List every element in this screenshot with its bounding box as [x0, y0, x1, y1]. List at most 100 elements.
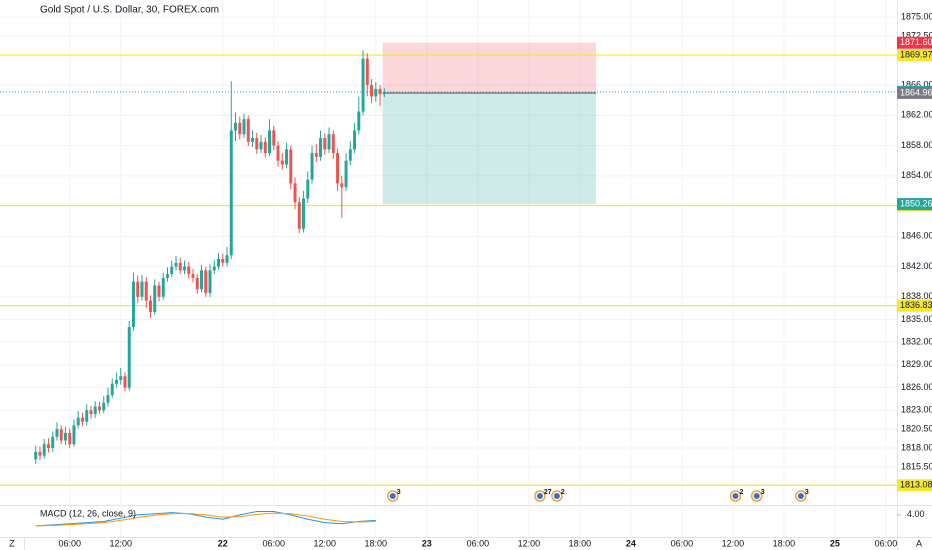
target-zone — [382, 92, 597, 205]
y-tick-label: 1842.00 — [901, 261, 932, 271]
candle-body — [340, 183, 344, 188]
candle-body — [234, 122, 238, 131]
candle-body — [259, 141, 263, 150]
y-tick-label: 1862.00 — [901, 110, 932, 120]
x-tick-label: 12:00 — [518, 538, 541, 548]
y-tick-label: 1832.00 — [901, 337, 932, 347]
y-tick-label: 1846.00 — [901, 231, 932, 241]
candle-body — [46, 444, 50, 449]
y-tick-label: 1838.00 — [901, 291, 932, 301]
candle-body — [255, 138, 259, 150]
corner-right[interactable]: A — [916, 538, 922, 548]
event-flag — [536, 493, 543, 499]
x-tick-label: 06:00 — [263, 538, 286, 548]
macd-line — [35, 512, 376, 527]
candle-body — [34, 451, 38, 460]
candle-body — [149, 300, 152, 312]
y-tick-label: 1835.00 — [901, 314, 932, 324]
candle-body — [323, 138, 327, 150]
candle-body — [327, 134, 331, 150]
y-tick-label: 1875.00 — [901, 11, 932, 21]
y-tick-label: 1826.00 — [901, 382, 932, 392]
y-tick-label: 1872.50 — [901, 30, 932, 40]
candle-body — [166, 274, 169, 278]
event-flag — [753, 493, 760, 499]
candle-body — [212, 266, 216, 271]
candle-body — [285, 149, 289, 165]
candle-body — [293, 183, 297, 203]
candle-body — [187, 266, 191, 275]
candle-body — [85, 410, 89, 422]
candle-body — [238, 122, 242, 135]
candle-body — [370, 85, 374, 97]
candle-body — [51, 436, 55, 449]
x-tick-label: 06:00 — [58, 538, 81, 548]
candle-body — [353, 130, 357, 150]
chart-title: Gold Spot / U.S. Dollar, 30, FOREX.com — [40, 5, 219, 16]
price-badge — [897, 49, 932, 62]
price-badge — [897, 86, 932, 99]
price-badge — [897, 479, 932, 492]
candle-body — [268, 130, 272, 154]
y-tick-label: 1820.50 — [901, 424, 932, 434]
event-label: 27 — [544, 489, 552, 496]
axis: 06:00 12:00 22 06:00 12:00 18:00 23 06:00 12:00 1… — [58, 11, 932, 548]
y-tick-label: 1854.00 — [901, 170, 932, 180]
x-tick-label: 18:00 — [773, 538, 796, 548]
price-badge — [897, 36, 932, 49]
x-tick-label: 06:00 — [467, 538, 490, 548]
x-tick-label: 25 — [830, 538, 840, 548]
candle-body — [89, 410, 93, 415]
candle-body — [183, 266, 186, 271]
candle-body — [68, 432, 72, 445]
x-tick-label: 12:00 — [722, 538, 745, 548]
candle-body — [161, 277, 165, 297]
candle-body — [110, 383, 114, 396]
event-label: 2 — [561, 489, 565, 496]
event-flag — [553, 493, 560, 499]
candle-body — [119, 376, 123, 380]
candle-body — [221, 259, 225, 263]
candle-body — [178, 262, 182, 271]
candle-body — [378, 88, 382, 95]
stop-zone — [382, 42, 597, 93]
candle-body — [272, 130, 276, 146]
x-tick-label: 18:00 — [365, 538, 388, 548]
candle-body — [140, 281, 144, 297]
candle-body — [136, 281, 140, 297]
event-label: 3 — [805, 489, 809, 496]
event-flag — [732, 493, 739, 499]
candle-body — [289, 149, 293, 184]
candle-body — [42, 444, 46, 456]
x-tick-label: 06:00 — [671, 538, 694, 548]
candle-body — [157, 285, 161, 297]
candle-body — [314, 153, 318, 157]
x-tick-label: 12:00 — [314, 538, 337, 548]
price-badge-label: 1813.08 — [900, 480, 932, 490]
event-label: 3 — [397, 489, 401, 496]
event-label: 3 — [761, 489, 765, 496]
candle-body — [344, 160, 348, 188]
event-flag — [389, 493, 396, 499]
corner-left[interactable]: Z — [9, 538, 15, 548]
x-tick-label: 22 — [218, 538, 228, 548]
candle-body — [361, 58, 365, 112]
candle-body — [127, 327, 131, 388]
candle-body — [365, 58, 369, 86]
candle-body — [191, 274, 195, 278]
y-tick-label: 1818.00 — [901, 442, 932, 452]
candle-body — [336, 153, 340, 184]
price-badge-label: 1864.96 — [900, 87, 932, 97]
y-tick-label: 1866.00 — [901, 79, 932, 89]
x-tick-label: 12:00 — [109, 538, 132, 548]
plot: 3 27 2 2 3 3 — [0, 42, 897, 527]
y-tick-label: 1858.00 — [901, 140, 932, 150]
candle-body — [76, 417, 80, 426]
candle-body — [195, 277, 199, 290]
candle-body — [208, 270, 212, 294]
candle-body — [170, 266, 174, 275]
x-tick-label: 23 — [422, 538, 432, 548]
candle-body — [59, 429, 63, 441]
candle-body — [276, 145, 280, 161]
